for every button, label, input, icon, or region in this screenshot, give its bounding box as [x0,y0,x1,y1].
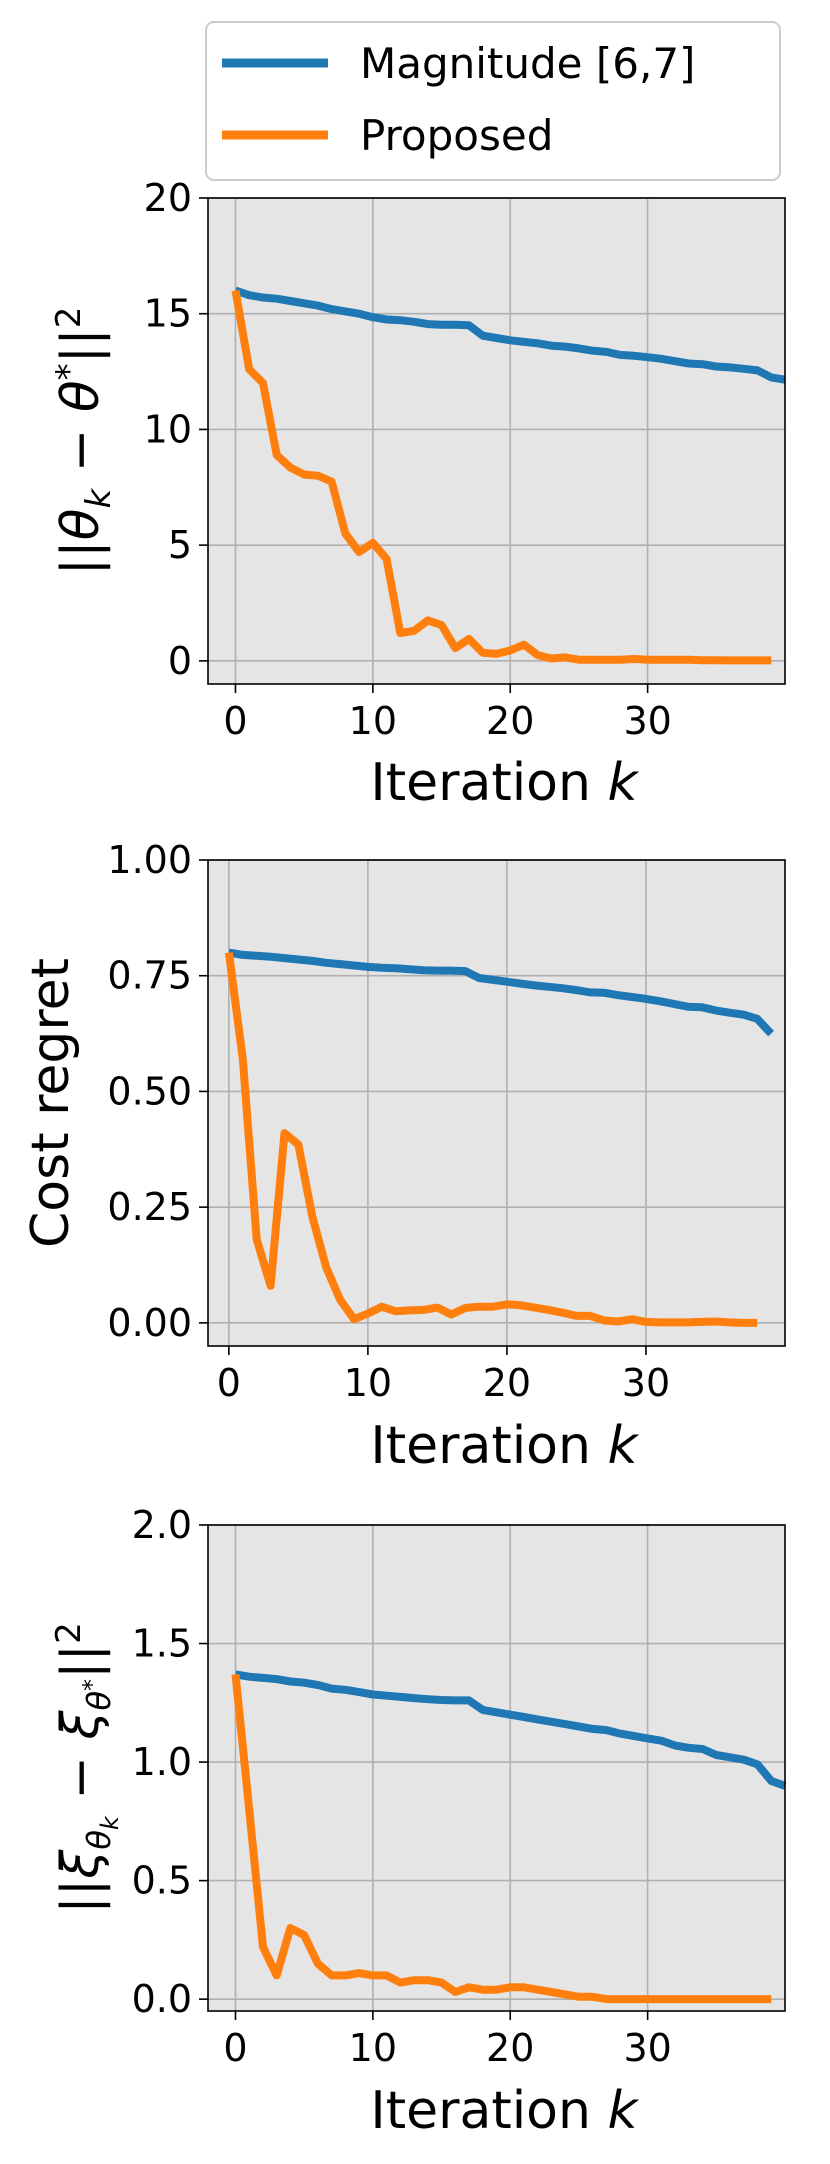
y-tick-label: 0.75 [107,954,192,998]
series-line-proposed [224,952,758,1327]
y-tick-label: 10 [144,407,192,451]
y-tick-label: 0.50 [107,1069,192,1113]
x-axis-label-1: Iteration k [370,753,639,813]
x-tick-label: 30 [623,699,671,743]
y-tick-label: 0 [168,639,192,683]
y-tick-label: 1.0 [132,1740,192,1784]
x-tick-label: 30 [622,1361,670,1405]
y-tick-label: 0.00 [107,1301,192,1345]
y-axis-label-1: ||θk − θ*||2 [49,307,119,576]
x-tick-label: 20 [483,1361,531,1405]
y-tick-label: 0.0 [132,1977,192,2021]
y-tick-label: 0.25 [107,1185,192,1229]
x-axis-label-3: Iteration k [370,2081,639,2141]
y-tick-label: 5 [168,523,192,567]
series-line-magnitude [234,286,786,384]
y-tick-label: 15 [144,292,192,336]
panel-1: 0 10 20 30 0 5 10 15 20 Iteration k ||θk − θ*||2 [49,176,786,813]
y-axis-label-2: Cost regret [21,958,81,1248]
y-tick-label: 20 [144,176,192,220]
x-tick-label: 10 [344,1361,392,1405]
legend-frame [205,21,781,181]
y-tick-label: 0.5 [132,1859,192,1903]
y-tick-label: 1.00 [107,838,192,882]
series-group-2 [224,948,775,1327]
axes-frame-2 [207,859,786,1347]
x-tick-label: 20 [486,699,534,743]
x-tick-label: 20 [486,2026,534,2070]
series-line-magnitude [228,948,775,1037]
ticks-2: 0 10 20 30 0.00 0.25 0.50 0.75 1.00 [107,838,670,1405]
axes-frame-1 [207,197,786,685]
y-tick-label: 1.5 [132,1622,192,1666]
x-tick-label: 10 [349,2026,397,2070]
ticks-1: 0 10 20 30 0 5 10 15 20 [144,176,672,743]
x-tick-label: 10 [349,699,397,743]
series-group-3 [231,1670,787,2004]
x-tick-label: 30 [623,2026,671,2070]
legend-label-proposed: Proposed [360,111,553,160]
series-line-proposed [231,1673,772,2004]
y-axis-label-3: ||ξθk − ξθ*||2 [49,1622,124,1913]
x-axis-label-2: Iteration k [370,1416,639,1476]
legend-label-magnitude: Magnitude [6,7] [360,39,695,88]
legend: Magnitude [6,7] Proposed [205,21,781,181]
series-group-1 [231,286,786,665]
panel-2: 0 10 20 300.000.250.500.751.00 Iteration k … [21,838,786,1476]
axes-frame-3 [207,1524,786,2012]
x-tick-label: 0 [223,699,247,743]
plot-area-3 [208,1525,785,2011]
y-tick-label: 2.0 [132,1503,192,1547]
x-tick-label: 0 [223,2026,247,2070]
series-line-magnitude [234,1670,787,1790]
series-line-proposed [231,289,772,665]
x-tick-label: 0 [217,1361,241,1405]
plot-area-1 [208,198,785,684]
panel-3: 0 10 20 30 0.0 0.5 1.0 1.5 2.0 Iteration k ||ξθk… [49,1503,787,2141]
ticks-3: 0 10 20 30 0.0 0.5 1.0 1.5 2.0 [132,1503,672,2070]
plot-area-2 [208,860,785,1346]
